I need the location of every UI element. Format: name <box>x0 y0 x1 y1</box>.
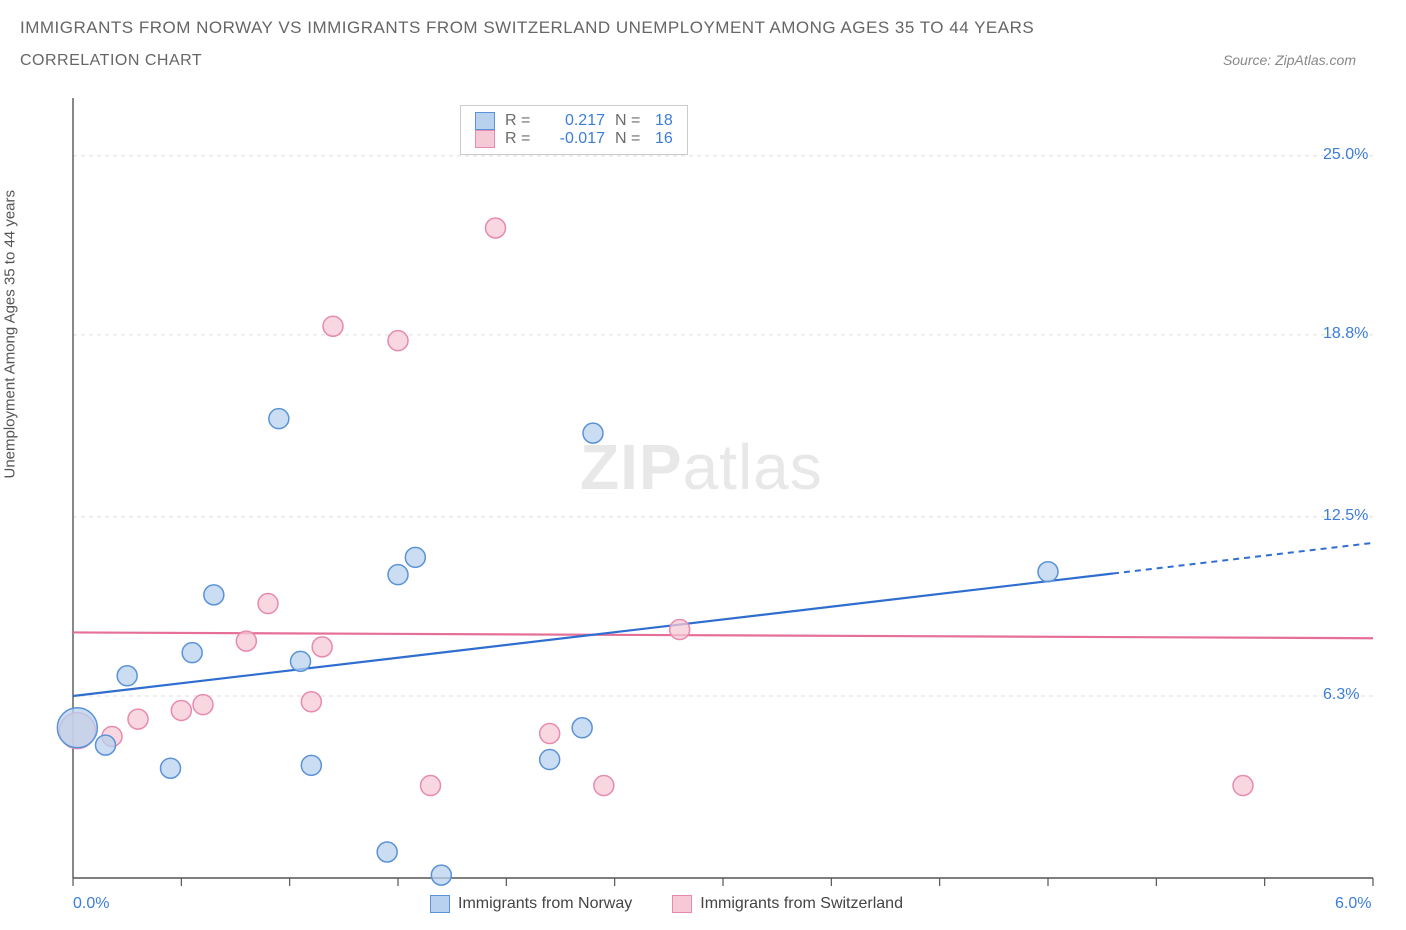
legend-item-norway: Immigrants from Norway <box>430 895 632 913</box>
y-tick-label: 25.0% <box>1323 146 1368 164</box>
x-tick-label: 6.0% <box>1335 895 1371 913</box>
x-tick-label: 0.0% <box>73 895 109 913</box>
y-tick-label: 6.3% <box>1323 686 1359 704</box>
swatch-switzerland <box>475 130 495 148</box>
y-tick-label: 18.8% <box>1323 325 1368 343</box>
r-value-norway: 0.217 <box>545 112 605 130</box>
legend-label-norway: Immigrants from Norway <box>458 895 632 913</box>
legend-swatch-switzerland <box>672 895 692 913</box>
n-value-switzerland: 16 <box>655 130 673 148</box>
chart-header: IMMIGRANTS FROM NORWAY VS IMMIGRANTS FRO… <box>0 0 1406 78</box>
y-tick-label: 12.5% <box>1323 507 1368 525</box>
swatch-norway <box>475 112 495 130</box>
scatter-chart <box>20 98 1380 888</box>
series-legend: Immigrants from Norway Immigrants from S… <box>430 895 903 913</box>
stat-row-norway: R = 0.217 N = 18 <box>475 112 673 130</box>
n-label-2: N = <box>615 130 645 148</box>
chart-title-line2: CORRELATION CHART <box>20 52 202 70</box>
legend-label-switzerland: Immigrants from Switzerland <box>700 895 903 913</box>
legend-item-switzerland: Immigrants from Switzerland <box>672 895 903 913</box>
y-axis-label: Unemployment Among Ages 35 to 44 years <box>2 190 19 479</box>
legend-swatch-norway <box>430 895 450 913</box>
r-value-switzerland: -0.017 <box>545 130 605 148</box>
chart-area <box>20 98 1380 893</box>
source-attribution: Source: ZipAtlas.com <box>1223 52 1386 68</box>
correlation-legend: R = 0.217 N = 18 R = -0.017 N = 16 <box>460 105 688 155</box>
n-label: N = <box>615 112 645 130</box>
n-value-norway: 18 <box>655 112 673 130</box>
r-label: R = <box>505 112 535 130</box>
stat-row-switzerland: R = -0.017 N = 16 <box>475 130 673 148</box>
r-label-2: R = <box>505 130 535 148</box>
chart-title-line1: IMMIGRANTS FROM NORWAY VS IMMIGRANTS FRO… <box>20 18 1386 38</box>
